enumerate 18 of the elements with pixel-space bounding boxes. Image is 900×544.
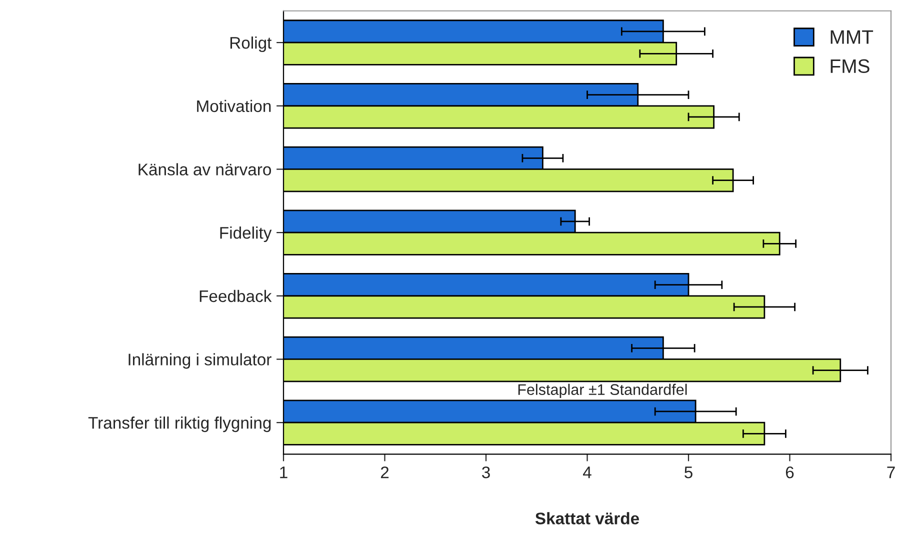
x-tick-label: 1 — [280, 466, 288, 478]
y-tick-label: Roligt — [230, 36, 272, 52]
x-tick-label: 2 — [380, 466, 389, 478]
y-tick-label: Inlärning i simulator — [128, 353, 272, 369]
x-tick-label: 6 — [786, 466, 794, 478]
y-tick-label: Motivation — [197, 100, 271, 112]
annotation: Felstaplar ±1 Standardfel — [518, 384, 687, 398]
x-tick-label: 5 — [684, 466, 692, 478]
x-tick-label: 7 — [887, 466, 895, 478]
y-tick-label: Feedback — [200, 290, 272, 302]
legend-label: FMS — [830, 59, 870, 74]
x-axis-title: Skattat värde — [535, 512, 640, 524]
y-tick-label: Transfer till riktig flygning — [88, 416, 271, 432]
legend-label: MMT — [830, 30, 874, 44]
x-tick-label: 4 — [583, 466, 592, 478]
y-tick-label: Känsla av närvaro — [138, 163, 272, 176]
x-tick-label: 3 — [482, 466, 490, 478]
y-tick-label: Fidelity — [220, 226, 272, 242]
